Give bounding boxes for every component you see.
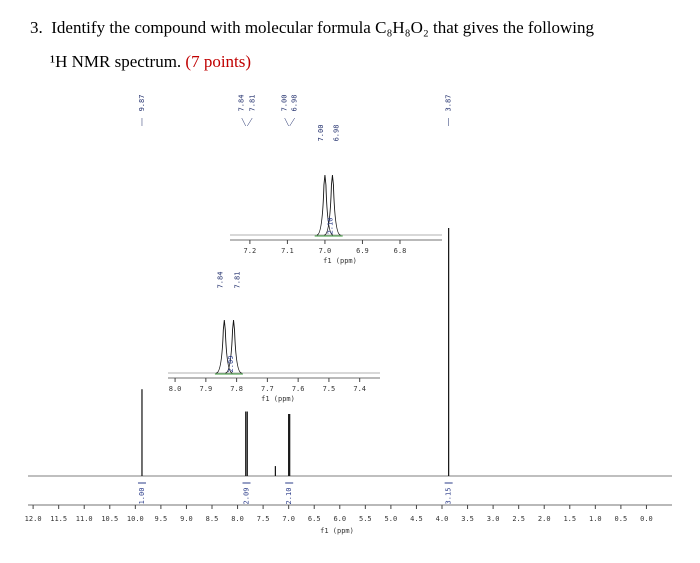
x-tick-label: 7.0 (282, 515, 295, 523)
x-tick-label: 7.8 (230, 385, 243, 393)
peak-label: 3.87 (445, 95, 453, 112)
peak-label: 7.81 (234, 272, 242, 289)
integral-label: 3.15 (445, 488, 453, 505)
label-leader (247, 118, 252, 126)
integral-label: 1.00 (138, 488, 146, 505)
x-tick-label: 0.0 (640, 515, 653, 523)
x-tick-label: 11.5 (50, 515, 67, 523)
x-tick-label: 7.9 (200, 385, 213, 393)
peak-label: 7.84 (238, 95, 246, 112)
integral-label: 2.10 (327, 218, 335, 235)
peak-label: 6.98 (332, 125, 340, 142)
x-axis-label: f1 (ppm) (320, 527, 354, 535)
x-tick-label: 1.0 (589, 515, 602, 523)
peak-label: 9.87 (138, 95, 146, 112)
label-leader (290, 118, 295, 126)
x-tick-label: 4.0 (436, 515, 449, 523)
x-tick-label: 10.0 (127, 515, 144, 523)
x-tick-label: 2.5 (512, 515, 525, 523)
peak-label: 7.00 (317, 125, 325, 142)
x-tick-label: 6.9 (356, 247, 369, 255)
x-tick-label: 7.1 (281, 247, 294, 255)
x-tick-label: 3.5 (461, 515, 474, 523)
inset-axis-label: f1 (ppm) (323, 257, 357, 265)
x-tick-label: 2.0 (538, 515, 551, 523)
x-tick-label: 7.2 (244, 247, 257, 255)
x-tick-label: 5.5 (359, 515, 372, 523)
peak-label: 6.98 (291, 95, 299, 112)
x-tick-label: 3.0 (487, 515, 500, 523)
x-tick-label: 8.5 (206, 515, 219, 523)
x-tick-label: 7.7 (261, 385, 274, 393)
x-tick-label: 9.5 (155, 515, 168, 523)
x-tick-label: 7.4 (353, 385, 366, 393)
x-tick-label: 8.0 (169, 385, 182, 393)
x-tick-label: 7.6 (292, 385, 305, 393)
x-tick-label: 0.5 (615, 515, 628, 523)
x-tick-label: 6.0 (333, 515, 346, 523)
peak-label: 7.00 (281, 95, 289, 112)
page: 3. Identify the compound with molecular … (0, 0, 700, 563)
x-tick-label: 8.0 (231, 515, 244, 523)
x-tick-label: 4.5 (410, 515, 423, 523)
label-leader (242, 118, 246, 126)
x-tick-label: 7.5 (257, 515, 270, 523)
x-tick-label: 1.5 (563, 515, 576, 523)
x-tick-label: 7.5 (323, 385, 336, 393)
x-tick-label: 5.0 (385, 515, 398, 523)
spectrum: 12.0 11.5 11.0 10.5 10.0 9.5 9.0 8.5 8.0 7.5 7.0 6.… (0, 0, 700, 563)
x-tick-label: 9.0 (180, 515, 193, 523)
x-tick-label: 12.0 (25, 515, 42, 523)
label-leader (285, 118, 289, 126)
integral-label: 2.09 (227, 356, 235, 373)
x-tick-label: 7.0 (319, 247, 332, 255)
inset-axis-label: f1 (ppm) (261, 395, 295, 403)
x-tick-label: 10.5 (101, 515, 118, 523)
x-tick-label: 6.5 (308, 515, 321, 523)
integral-label: 2.10 (285, 488, 293, 505)
x-tick-label: 6.8 (394, 247, 407, 255)
x-tick-label: 11.0 (76, 515, 93, 523)
integral-label: 2.09 (243, 488, 251, 505)
peak-label: 7.81 (248, 95, 256, 112)
peak-label: 7.84 (216, 272, 224, 289)
